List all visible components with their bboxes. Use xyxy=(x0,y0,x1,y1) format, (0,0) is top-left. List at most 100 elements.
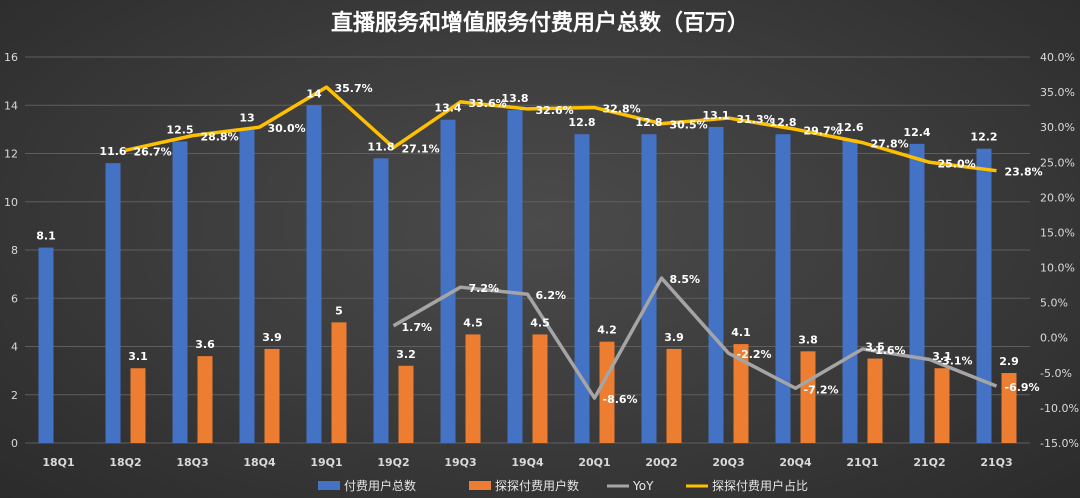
share-value-label: 26.7% xyxy=(134,145,172,158)
right-tick-label: 30.0% xyxy=(1040,121,1075,134)
left-tick-label: 2 xyxy=(11,389,18,402)
yoy-value-label: 1.7% xyxy=(402,321,433,334)
bar-value-label: 11.8 xyxy=(367,140,394,153)
share-value-label: 32.8% xyxy=(603,103,641,116)
bar-total xyxy=(641,134,657,443)
legend-swatch[interactable] xyxy=(469,481,491,490)
bar-total xyxy=(775,134,791,443)
category-label: 21Q2 xyxy=(913,456,945,469)
right-tick-label: 35.0% xyxy=(1040,86,1075,99)
yoy-value-label: 7.2% xyxy=(469,282,500,295)
bar-total xyxy=(306,105,322,443)
bar-total xyxy=(239,129,255,443)
category-label: 18Q3 xyxy=(176,456,208,469)
data-labels: 8.1 11.6 3.1 12.5 3.6 13 3.9 14 5 11.8 3.2 13.4 4.5 1… xyxy=(36,82,1042,406)
share-value-label: 28.8% xyxy=(201,131,239,144)
right-tick-label: -5.0% xyxy=(1040,367,1072,380)
yoy-value-label: -6.9% xyxy=(1005,381,1040,394)
bar-total xyxy=(574,134,590,443)
bar-tantan xyxy=(867,358,883,443)
bar-value-label: 12.4 xyxy=(903,126,930,139)
category-label: 19Q3 xyxy=(444,456,476,469)
bar-total xyxy=(105,163,121,443)
right-tick-label: 0.0% xyxy=(1040,332,1068,345)
share-value-label: 30.5% xyxy=(670,119,708,132)
bar-tantan xyxy=(398,365,414,443)
bar-value-label: 4.5 xyxy=(463,316,483,329)
bar-value-label: 12.8 xyxy=(769,116,796,129)
legend-label[interactable]: 探探付费用户数 xyxy=(495,478,579,493)
left-tick-label: 4 xyxy=(11,341,18,354)
legend-label[interactable]: YoY xyxy=(632,479,654,493)
share-value-label: 31.3% xyxy=(737,113,775,126)
category-label: 20Q2 xyxy=(645,456,677,469)
bar-value-label: 12.8 xyxy=(568,116,595,129)
bar-value-label: 2.9 xyxy=(999,355,1019,368)
bar-tantan xyxy=(934,368,950,443)
bar-value-label: 3.1 xyxy=(932,350,952,363)
legend-label[interactable]: 探探付费用户占比 xyxy=(712,478,808,493)
lines xyxy=(125,85,998,400)
left-tick-label: 8 xyxy=(11,244,18,257)
left-tick-label: 10 xyxy=(4,196,18,209)
bar-value-label: 4.1 xyxy=(731,326,751,339)
category-label: 19Q1 xyxy=(310,456,342,469)
share-value-label: 32.6% xyxy=(536,104,574,117)
left-tick-label: 6 xyxy=(11,292,18,305)
bar-value-label: 13.8 xyxy=(501,92,528,105)
left-tick-label: 16 xyxy=(4,51,18,64)
share-value-label: 35.7% xyxy=(335,82,373,95)
legend[interactable]: 付费用户总数 探探付费用户数 YoY 探探付费用户占比 xyxy=(318,478,808,493)
bar-value-label: 13 xyxy=(239,111,254,124)
category-label: 19Q2 xyxy=(377,456,409,469)
share-value-label: 25.0% xyxy=(938,157,976,170)
bar-tantan xyxy=(1001,373,1017,443)
right-tick-label: -10.0% xyxy=(1040,402,1079,415)
gridlines xyxy=(25,56,1030,444)
yoy-value-label: -7.2% xyxy=(804,383,839,396)
bar-value-label: 13.1 xyxy=(702,109,729,122)
legend-swatch[interactable] xyxy=(318,481,340,490)
category-label: 18Q4 xyxy=(243,456,276,469)
share-value-label: 30.0% xyxy=(268,122,306,135)
right-tick-label: 20.0% xyxy=(1040,191,1075,204)
bar-value-label: 12.6 xyxy=(836,121,863,134)
left-tick-label: 12 xyxy=(4,148,18,161)
bar-total xyxy=(909,143,925,443)
bar-total xyxy=(440,119,456,443)
category-label: 19Q4 xyxy=(511,456,544,469)
category-label: 18Q2 xyxy=(109,456,141,469)
category-label: 20Q1 xyxy=(578,456,610,469)
right-tick-label: -15.0% xyxy=(1040,437,1079,450)
right-tick-label: 40.0% xyxy=(1040,51,1075,64)
left-tick-label: 14 xyxy=(4,99,18,112)
bar-value-label: 4.5 xyxy=(530,316,550,329)
bar-value-label: 3.9 xyxy=(262,331,282,344)
share-line xyxy=(125,85,997,173)
right-axis: -15.0% -10.0% -5.0% 0.0% 5.0% 10.0% 15.0% 20.0%… xyxy=(1040,51,1079,450)
legend-label[interactable]: 付费用户总数 xyxy=(344,478,416,493)
bar-value-label: 14 xyxy=(306,87,322,100)
yoy-value-label: -2.2% xyxy=(737,348,772,361)
bar-tantan xyxy=(733,344,749,443)
bar-tantan xyxy=(532,334,548,443)
bar-total xyxy=(976,148,992,444)
bar-tantan xyxy=(800,351,816,443)
share-value-label: 29.7% xyxy=(804,124,842,137)
right-tick-label: 25.0% xyxy=(1040,156,1075,169)
yoy-value-label: -1.6% xyxy=(871,344,906,357)
share-value-label: 27.1% xyxy=(402,143,440,156)
right-tick-label: 15.0% xyxy=(1040,226,1075,239)
share-value-label: 23.8% xyxy=(1005,166,1043,179)
category-label: 18Q1 xyxy=(42,456,74,469)
bar-value-label: 12.2 xyxy=(970,131,997,144)
bar-value-label: 11.6 xyxy=(99,145,126,158)
bars xyxy=(38,105,1017,444)
bar-tantan xyxy=(331,322,347,443)
right-tick-label: 10.0% xyxy=(1040,262,1075,275)
bar-tantan xyxy=(264,348,280,443)
bar-value-label: 8.1 xyxy=(36,230,56,243)
bar-tantan xyxy=(465,334,481,443)
yoy-value-label: -8.6% xyxy=(603,393,638,406)
